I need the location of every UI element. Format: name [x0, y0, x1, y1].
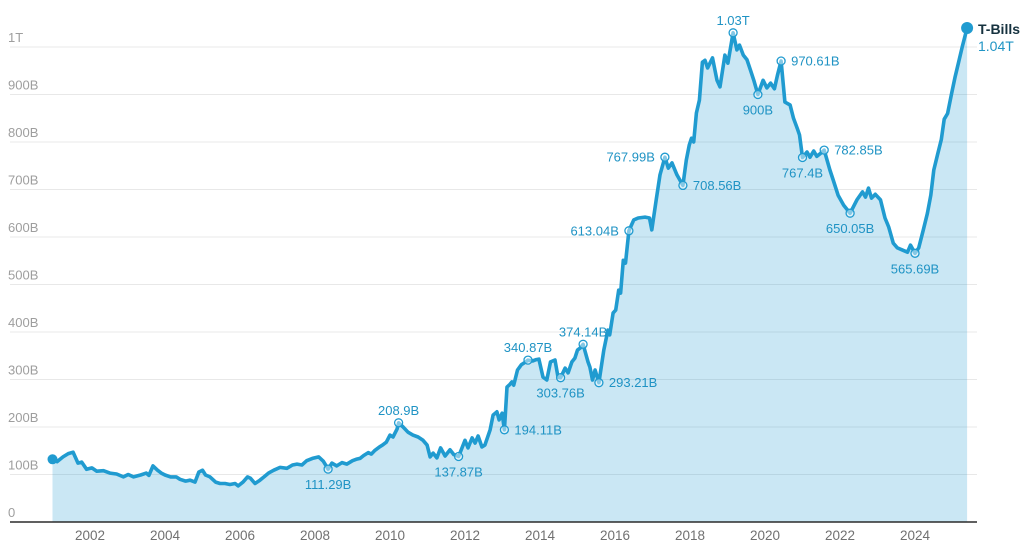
data-point-label: 565.69B — [891, 261, 939, 276]
data-point-marker[interactable] — [624, 226, 634, 236]
x-axis-tick-label: 2006 — [225, 528, 255, 543]
y-axis-tick-label: 300B — [8, 363, 38, 378]
y-axis-tick-label: 600B — [8, 220, 38, 235]
y-axis-tick-label: 700B — [8, 173, 38, 188]
data-point-marker[interactable] — [594, 378, 604, 388]
data-point-marker[interactable] — [453, 451, 464, 462]
data-point-marker[interactable] — [578, 339, 588, 349]
x-axis-tick-label: 2018 — [675, 528, 705, 543]
x-axis-tick-label: 2024 — [900, 528, 931, 543]
data-point-marker[interactable] — [910, 248, 920, 258]
data-point-label: 650.05B — [826, 221, 874, 236]
data-point-label: 194.11B — [514, 422, 561, 437]
data-point-label: 208.9B — [378, 403, 419, 418]
data-point-label: 137.87B — [434, 465, 482, 480]
data-point-marker[interactable] — [819, 145, 829, 155]
data-point-marker[interactable] — [753, 89, 763, 100]
data-point-marker[interactable] — [499, 425, 510, 435]
series-end-label-value: 1.04T — [978, 38, 1014, 54]
y-axis-tick-label: 800B — [8, 125, 38, 140]
data-point-marker[interactable] — [393, 418, 404, 428]
data-point-marker[interactable] — [678, 180, 688, 191]
data-point-label: 303.76B — [536, 386, 584, 401]
series-line[interactable] — [50, 26, 969, 488]
x-axis-tick-label: 2002 — [75, 528, 105, 543]
data-point-marker[interactable] — [523, 355, 533, 365]
series-end-label-name: T-Bills — [978, 21, 1021, 37]
x-axis-tick-label: 2004 — [150, 528, 181, 543]
y-axis-tick-label: 100B — [8, 458, 38, 473]
data-point-label: 340.87B — [504, 340, 552, 355]
data-point-marker[interactable] — [728, 28, 738, 38]
data-point-label: 374.14B — [559, 324, 607, 339]
data-point-label: 767.99B — [606, 150, 654, 165]
data-point-label: 782.85B — [834, 143, 882, 158]
data-point-label: 1.03T — [716, 13, 749, 28]
x-axis-tick-label: 2014 — [525, 528, 556, 543]
x-axis-tick-label: 2016 — [600, 528, 630, 543]
y-axis-tick-label: 200B — [8, 410, 38, 425]
data-point-marker[interactable] — [797, 152, 808, 163]
x-axis-tick-label: 2022 — [825, 528, 855, 543]
series-start-dot[interactable] — [47, 454, 58, 465]
data-point-label: 708.56B — [693, 178, 741, 193]
data-point-label: 111.29B — [305, 477, 352, 492]
x-axis-tick-label: 2010 — [375, 528, 405, 543]
data-point-label: 613.04B — [570, 223, 618, 238]
series-end-dot[interactable] — [961, 22, 974, 34]
data-point-label: 970.61B — [791, 54, 839, 69]
y-axis-tick-label: 1T — [8, 30, 23, 45]
data-point-label: 767.4B — [782, 166, 823, 181]
y-axis-tick-label: 0 — [8, 505, 15, 520]
y-axis-tick-label: 900B — [8, 78, 38, 93]
x-axis-tick-label: 2020 — [750, 528, 780, 543]
x-axis-tick-label: 2012 — [450, 528, 480, 543]
data-point-marker[interactable] — [845, 208, 855, 218]
x-axis-tick-label: 2008 — [300, 528, 330, 543]
data-point-marker[interactable] — [776, 56, 786, 66]
data-point-marker[interactable] — [555, 373, 566, 383]
data-point-label: 900B — [743, 103, 773, 118]
data-point-marker[interactable] — [660, 152, 670, 162]
y-axis-tick-label: 500B — [8, 268, 38, 283]
y-axis-tick-label: 400B — [8, 315, 38, 330]
data-point-marker[interactable] — [323, 464, 333, 474]
series-area[interactable] — [52, 28, 968, 522]
data-point-label: 293.21B — [609, 375, 657, 390]
